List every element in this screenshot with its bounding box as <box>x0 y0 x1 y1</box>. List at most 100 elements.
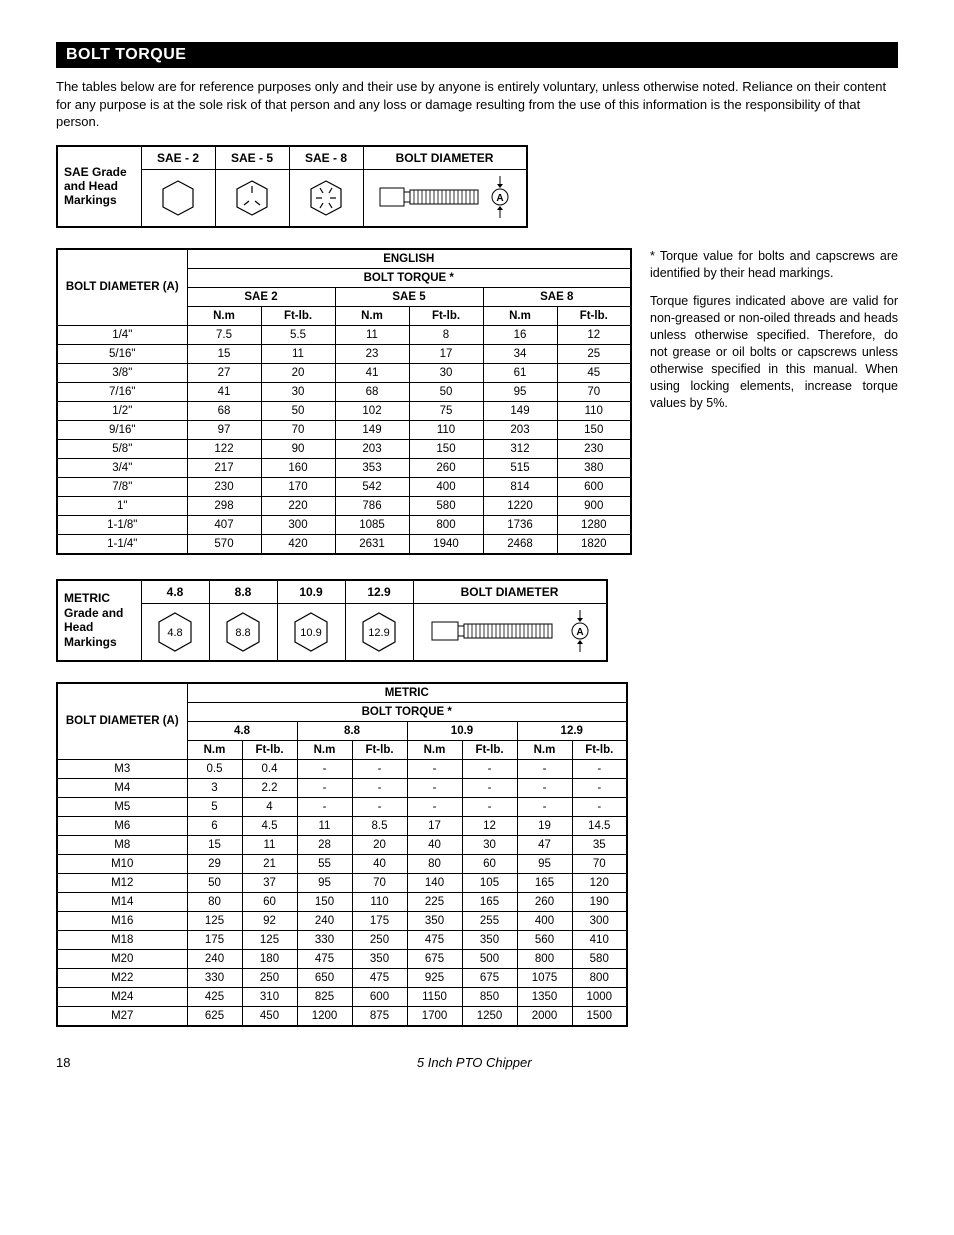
diameter-cell: M3 <box>57 759 187 778</box>
svg-text:8.8: 8.8 <box>235 627 250 639</box>
sae-grade-header-1: SAE - 5 <box>215 146 289 170</box>
value-cell: 8.5 <box>352 816 407 835</box>
table-row: 1/4"7.55.51181612 <box>57 325 631 344</box>
value-cell: 250 <box>352 930 407 949</box>
value-cell: 40 <box>352 854 407 873</box>
value-cell: 15 <box>187 344 261 363</box>
value-cell: - <box>572 797 627 816</box>
value-cell: 95 <box>297 873 352 892</box>
diameter-cell: 1-1/4" <box>57 534 187 554</box>
value-cell: 60 <box>242 892 297 911</box>
diameter-cell: 5/8" <box>57 439 187 458</box>
diameter-cell: 5/16" <box>57 344 187 363</box>
diameter-cell: M16 <box>57 911 187 930</box>
diameter-cell: M27 <box>57 1006 187 1026</box>
value-cell: 260 <box>409 458 483 477</box>
value-cell: 15 <box>187 835 242 854</box>
value-cell: 23 <box>335 344 409 363</box>
value-cell: 542 <box>335 477 409 496</box>
value-cell: 800 <box>572 968 627 987</box>
value-cell: 580 <box>572 949 627 968</box>
value-cell: 225 <box>407 892 462 911</box>
metric-grade-2: 10.9 <box>407 721 517 740</box>
metric-torque-table: BOLT DIAMETER (A) METRIC BOLT TORQUE * 4… <box>56 682 628 1027</box>
value-cell: 102 <box>335 401 409 420</box>
value-cell: - <box>572 778 627 797</box>
side-notes: * Torque value for bolts and capscrews a… <box>650 248 898 424</box>
value-cell: 600 <box>557 477 631 496</box>
value-cell: 230 <box>187 477 261 496</box>
english-torque-table: BOLT DIAMETER (A) ENGLISH BOLT TORQUE * … <box>56 248 632 555</box>
value-cell: - <box>517 759 572 778</box>
value-cell: 475 <box>352 968 407 987</box>
diameter-cell: 1/2" <box>57 401 187 420</box>
value-cell: - <box>407 759 462 778</box>
value-cell: 125 <box>242 930 297 949</box>
value-cell: 27 <box>187 363 261 382</box>
value-cell: 21 <box>242 854 297 873</box>
value-cell: 105 <box>462 873 517 892</box>
table-row: M1250379570140105165120 <box>57 873 627 892</box>
value-cell: 30 <box>462 835 517 854</box>
value-cell: 190 <box>572 892 627 911</box>
metric-markings-table: METRIC Grade and Head Markings 4.8 8.8 1… <box>56 579 608 662</box>
value-cell: 45 <box>557 363 631 382</box>
metric-unit: Ft-lb. <box>462 740 517 759</box>
value-cell: 149 <box>483 401 557 420</box>
value-cell: 55 <box>297 854 352 873</box>
diameter-cell: M18 <box>57 930 187 949</box>
metric-bolt-diameter-icon: A <box>413 603 607 661</box>
metric-unit: N.m <box>297 740 352 759</box>
value-cell: 330 <box>187 968 242 987</box>
diameter-cell: M24 <box>57 987 187 1006</box>
english-grade-1: SAE 5 <box>335 287 483 306</box>
table-row: 1-1/8"407300108580017361280 <box>57 515 631 534</box>
intro-paragraph: The tables below are for reference purpo… <box>56 78 898 131</box>
table-row: 9/16"9770149110203150 <box>57 420 631 439</box>
value-cell: 97 <box>187 420 261 439</box>
value-cell: 2000 <box>517 1006 572 1026</box>
value-cell: 7.5 <box>187 325 261 344</box>
value-cell: 625 <box>187 1006 242 1026</box>
value-cell: 110 <box>409 420 483 439</box>
english-diam-header: BOLT DIAMETER (A) <box>57 249 187 326</box>
value-cell: 1736 <box>483 515 557 534</box>
value-cell: 140 <box>407 873 462 892</box>
value-cell: 1000 <box>572 987 627 1006</box>
english-unit: N.m <box>335 306 409 325</box>
value-cell: 75 <box>409 401 483 420</box>
value-cell: 298 <box>187 496 261 515</box>
value-cell: 41 <box>187 382 261 401</box>
value-cell: 1940 <box>409 534 483 554</box>
sae-markings-label: SAE Grade and Head Markings <box>57 146 141 227</box>
value-cell: - <box>297 797 352 816</box>
metric-hex-icon-88: 8.8 <box>209 603 277 661</box>
value-cell: 203 <box>335 439 409 458</box>
sae5-hex-icon <box>215 169 289 227</box>
value-cell: 68 <box>335 382 409 401</box>
metric-title: METRIC <box>187 683 627 703</box>
value-cell: 11 <box>261 344 335 363</box>
table-row: 3/4"217160353260515380 <box>57 458 631 477</box>
value-cell: 875 <box>352 1006 407 1026</box>
value-cell: 350 <box>407 911 462 930</box>
diameter-cell: M6 <box>57 816 187 835</box>
value-cell: 40 <box>407 835 462 854</box>
table-row: 7/8"230170542400814600 <box>57 477 631 496</box>
value-cell: 1200 <box>297 1006 352 1026</box>
metric-grade-header-0: 4.8 <box>141 580 209 604</box>
diameter-cell: 3/4" <box>57 458 187 477</box>
value-cell: 350 <box>462 930 517 949</box>
metric-unit: Ft-lb. <box>352 740 407 759</box>
value-cell: 8 <box>409 325 483 344</box>
value-cell: 80 <box>407 854 462 873</box>
sae2-hex-icon <box>141 169 215 227</box>
table-row: 7/16"413068509570 <box>57 382 631 401</box>
value-cell: 90 <box>261 439 335 458</box>
value-cell: 2468 <box>483 534 557 554</box>
table-row: M2762545012008751700125020001500 <box>57 1006 627 1026</box>
value-cell: 68 <box>187 401 261 420</box>
value-cell: - <box>462 778 517 797</box>
value-cell: 20 <box>352 835 407 854</box>
table-row: M20240180475350675500800580 <box>57 949 627 968</box>
